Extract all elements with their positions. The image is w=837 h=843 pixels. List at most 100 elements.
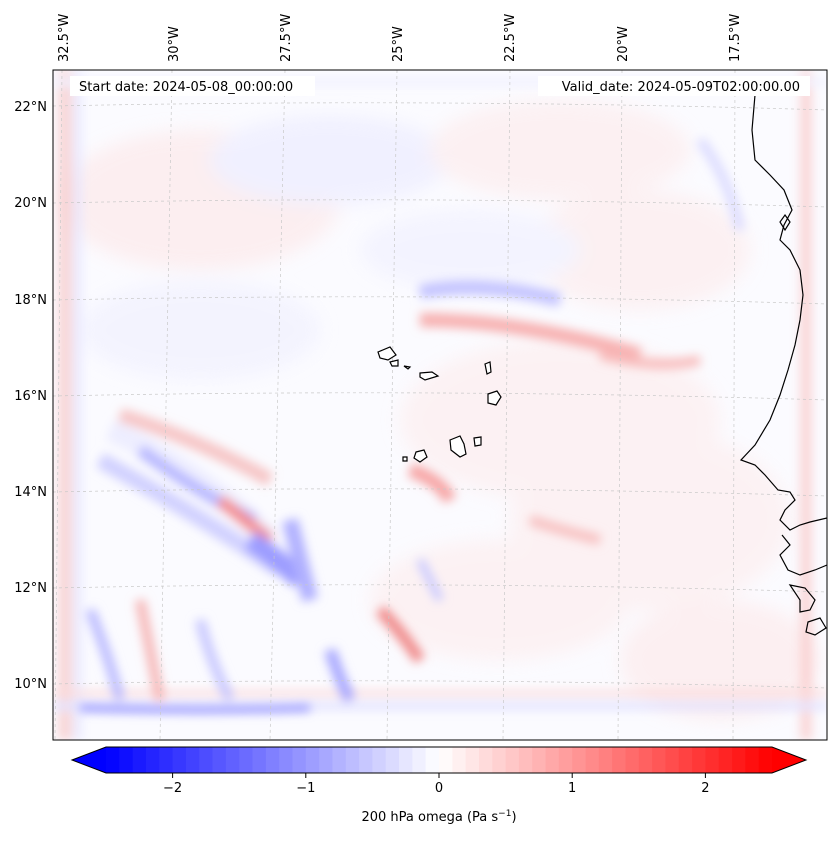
colorbar-cell (172, 747, 187, 773)
colorbar-tick-label: −2 (163, 781, 182, 796)
colorbar-cell (465, 747, 480, 773)
gridline-lon (502, 70, 511, 740)
colorbar-ticks: −2 −1 0 1 2 (163, 773, 710, 796)
colorbar-cell (545, 747, 560, 773)
valid-date-text: Valid_date: 2024-05-09T02:00:00.00 (562, 80, 800, 95)
colorbar-label-sup: −1 (498, 809, 511, 819)
map-frame (52, 69, 828, 741)
colorbar-cell (132, 747, 147, 773)
colorbar-cell (572, 747, 586, 773)
start-date-annotation: Start date: 2024-05-08_00:00:00 (70, 76, 315, 96)
map-panel: Start date: 2024-05-08_00:00:00 Valid_da… (52, 69, 828, 741)
gridline-lat (53, 296, 827, 305)
colorbar-cell (718, 747, 733, 773)
colorbar-cell (705, 747, 720, 773)
colorbar-label-main: 200 hPa omega (Pa s (361, 810, 498, 825)
colorbar-cell (532, 747, 546, 773)
start-date-text: Start date: 2024-05-08_00:00:00 (79, 80, 293, 95)
omega-field (53, 70, 827, 740)
latitude-labels: 22°N 20°N 18°N 16°N 14°N 12°N 10°N (14, 100, 47, 692)
gridline-lon (386, 70, 398, 740)
colorbar-cell (106, 747, 120, 773)
colorbar-tick-label: −1 (296, 781, 315, 796)
coastline (739, 94, 827, 636)
colorbar-label-close: ) (511, 810, 516, 825)
colorbar-outline (70, 746, 808, 774)
colorbar-cell (385, 747, 400, 773)
colorbar-cell (252, 747, 267, 773)
colorbar-extend-low (72, 747, 106, 773)
colorbar-cell (425, 747, 440, 773)
colorbar-cell (145, 747, 160, 773)
colorbar-cell (652, 747, 666, 773)
colorbar-cell (585, 747, 600, 773)
colorbar-cell (185, 747, 200, 773)
colorbar-cell (239, 747, 253, 773)
colorbar-tick-label: 0 (435, 781, 443, 796)
colorbar-cell (692, 747, 706, 773)
gridline-lat (53, 392, 827, 401)
colorbar-extend-high (772, 747, 806, 773)
lon-label: 22.5°W (503, 14, 518, 62)
gridline-lon (159, 70, 173, 740)
colorbar-cells (72, 747, 806, 773)
colorbar-cell (412, 747, 427, 773)
colorbar-cell (372, 747, 387, 773)
colorbar-tick-label: 1 (568, 781, 576, 796)
colorbar-cell (212, 747, 227, 773)
colorbar-cell (319, 747, 333, 773)
colorbar-label: 200 hPa omega (Pa s−1) (361, 809, 516, 825)
colorbar-cell (598, 747, 613, 773)
lat-label: 20°N (14, 196, 47, 211)
gridlines (53, 70, 827, 740)
gridline-lat (53, 584, 827, 593)
colorbar-cell (452, 747, 467, 773)
colorbar-cell (119, 747, 134, 773)
lat-label: 10°N (14, 677, 47, 692)
colorbar-cell (492, 747, 506, 773)
gridline-lat (53, 488, 827, 497)
lon-label: 25°W (391, 26, 406, 62)
cape-verde-islands (377, 346, 502, 463)
colorbar-cell (292, 747, 307, 773)
lat-label: 18°N (14, 293, 47, 308)
colorbar-cell (518, 747, 533, 773)
start-date-box (70, 76, 315, 96)
colorbar-cell (225, 747, 240, 773)
colorbar-cell (505, 747, 520, 773)
lon-label: 30°W (167, 26, 182, 62)
colorbar-cell (265, 747, 280, 773)
colorbar-cell (439, 747, 453, 773)
colorbar-cell (558, 747, 573, 773)
colorbar-cell (665, 747, 680, 773)
lon-label: 17.5°W (728, 14, 743, 62)
gridline-lon (617, 70, 623, 740)
colorbar-cell (345, 747, 360, 773)
colorbar-cell (305, 747, 320, 773)
lat-label: 14°N (14, 485, 47, 500)
colorbar-cell (478, 747, 493, 773)
gridline-lat (53, 199, 827, 208)
colorbar-cell (199, 747, 213, 773)
colorbar-cell (279, 747, 293, 773)
colorbar-tick-label: 2 (701, 781, 709, 796)
lon-label: 20°W (616, 26, 631, 62)
gridline-lon (269, 70, 286, 740)
valid-date-annotation: Valid_date: 2024-05-09T02:00:00.00 (538, 76, 810, 96)
colorbar-cell (625, 747, 640, 773)
colorbar-cell (612, 747, 626, 773)
colorbar-cell (732, 747, 746, 773)
gridline-lat (53, 102, 827, 111)
lat-label: 16°N (14, 389, 47, 404)
gridline-lat (53, 680, 827, 689)
gridline-lon (54, 70, 63, 740)
colorbar-cell (758, 747, 773, 773)
lon-label: 27.5°W (279, 14, 294, 62)
lat-label: 12°N (14, 581, 47, 596)
colorbar-cell (332, 747, 347, 773)
colorbar-cell (638, 747, 653, 773)
longitude-labels: 32.5°W 30°W 27.5°W 25°W 22.5°W 20°W 17.5… (57, 14, 743, 62)
valid-date-box (538, 76, 810, 96)
